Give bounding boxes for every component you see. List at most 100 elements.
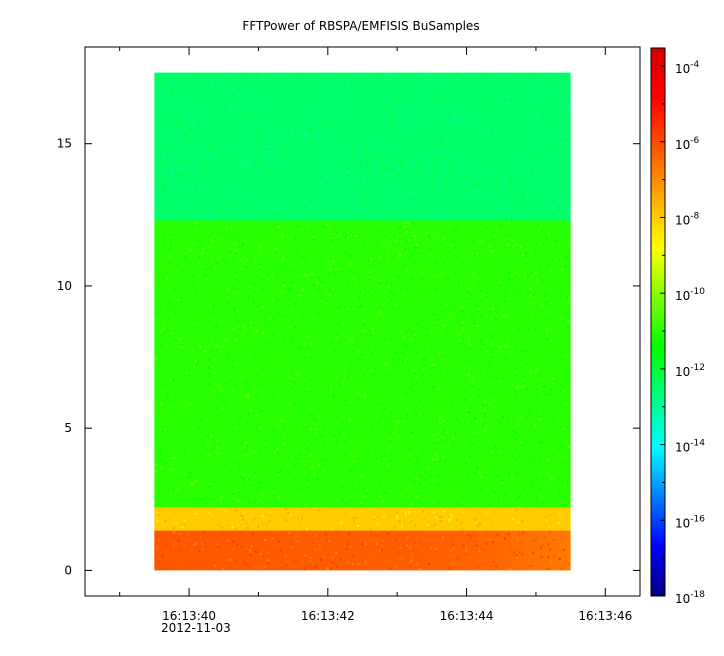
heatmap-noise xyxy=(303,299,306,302)
heatmap-noise xyxy=(515,553,518,556)
heatmap-noise xyxy=(201,319,204,322)
heatmap-noise xyxy=(424,334,427,337)
heatmap-noise xyxy=(435,325,438,327)
heatmap-noise xyxy=(510,476,513,479)
heatmap-noise xyxy=(270,358,273,361)
heatmap-noise xyxy=(551,312,554,315)
heatmap-noise xyxy=(423,299,426,302)
heatmap-noise xyxy=(391,388,394,391)
heatmap-noise xyxy=(319,357,322,360)
heatmap-noise xyxy=(527,210,530,213)
heatmap-noise xyxy=(551,200,554,203)
heatmap-noise xyxy=(500,358,503,361)
heatmap-noise xyxy=(476,281,479,284)
heatmap-noise xyxy=(565,294,568,297)
heatmap-noise xyxy=(393,394,396,397)
heatmap-noise xyxy=(220,320,223,323)
heatmap-noise xyxy=(314,144,317,147)
heatmap-noise xyxy=(266,278,269,281)
heatmap-noise xyxy=(278,165,281,168)
heatmap-noise xyxy=(201,303,204,306)
heatmap-noise xyxy=(506,124,509,127)
heatmap-noise xyxy=(156,547,159,550)
heatmap-noise xyxy=(234,385,237,388)
heatmap-noise xyxy=(517,95,520,98)
heatmap-noise xyxy=(468,431,470,434)
heatmap-noise xyxy=(239,512,242,515)
heatmap-noise xyxy=(161,225,164,227)
heatmap-noise xyxy=(307,388,310,391)
heatmap-noise xyxy=(375,408,378,411)
heatmap-noise xyxy=(477,450,480,453)
heatmap-noise xyxy=(248,481,251,484)
heatmap-noise xyxy=(291,176,294,179)
heatmap-noise xyxy=(514,292,516,295)
heatmap-noise xyxy=(399,397,402,399)
heatmap-noise xyxy=(483,161,486,164)
heatmap-noise xyxy=(217,173,220,176)
heatmap-noise xyxy=(316,373,318,375)
heatmap-noise xyxy=(471,253,474,256)
heatmap-noise xyxy=(169,194,172,197)
heatmap-noise xyxy=(465,148,468,151)
heatmap-noise xyxy=(184,449,186,452)
heatmap-noise xyxy=(444,194,447,197)
heatmap-noise xyxy=(487,300,490,303)
heatmap-noise xyxy=(565,252,568,254)
heatmap-noise xyxy=(474,442,477,445)
heatmap-noise xyxy=(262,485,265,488)
heatmap-noise xyxy=(294,468,297,470)
heatmap-noise xyxy=(201,166,204,169)
heatmap-noise xyxy=(298,85,301,88)
heatmap-noise xyxy=(393,116,396,119)
heatmap-noise xyxy=(330,239,333,241)
heatmap-noise xyxy=(449,567,452,570)
heatmap-noise xyxy=(319,338,322,341)
heatmap-noise xyxy=(406,370,409,373)
heatmap-noise xyxy=(166,504,169,506)
heatmap-noise xyxy=(287,531,290,534)
heatmap-noise xyxy=(413,135,416,138)
heatmap-noise xyxy=(484,210,487,213)
heatmap-noise xyxy=(454,482,457,485)
heatmap-noise xyxy=(533,225,536,228)
heatmap-noise xyxy=(357,391,360,394)
heatmap-noise xyxy=(177,129,180,132)
heatmap-noise xyxy=(338,122,341,124)
heatmap-noise xyxy=(409,546,412,549)
heatmap-noise xyxy=(216,261,219,264)
heatmap-noise xyxy=(156,239,159,242)
heatmap-noise xyxy=(472,119,475,121)
heatmap-noise xyxy=(201,489,204,492)
heatmap-noise xyxy=(364,540,367,543)
heatmap-noise xyxy=(245,389,248,392)
heatmap-noise xyxy=(191,335,194,338)
heatmap-noise xyxy=(489,178,492,181)
heatmap-noise xyxy=(499,496,502,499)
heatmap-noise xyxy=(249,125,252,128)
heatmap-noise xyxy=(189,472,192,475)
heatmap-noise xyxy=(469,154,472,157)
heatmap-noise xyxy=(568,186,570,189)
heatmap-noise xyxy=(476,418,479,421)
heatmap-noise xyxy=(511,312,514,315)
heatmap-noise xyxy=(332,401,335,404)
heatmap-noise xyxy=(486,330,489,333)
heatmap-noise xyxy=(220,198,223,201)
heatmap-noise xyxy=(237,490,240,493)
heatmap-noise xyxy=(297,561,300,564)
heatmap-noise xyxy=(334,234,337,237)
heatmap-noise xyxy=(215,524,218,527)
heatmap-noise xyxy=(453,246,456,249)
heatmap-noise xyxy=(318,192,321,195)
heatmap-noise xyxy=(413,283,416,286)
heatmap-noise xyxy=(362,358,365,361)
heatmap-noise xyxy=(508,522,511,525)
heatmap-noise xyxy=(442,370,445,373)
heatmap-noise xyxy=(374,185,377,188)
heatmap-noise xyxy=(476,231,479,234)
heatmap-noise xyxy=(470,150,473,153)
heatmap-noise xyxy=(457,203,460,206)
heatmap-noise xyxy=(294,172,297,175)
heatmap-noise xyxy=(530,141,533,144)
